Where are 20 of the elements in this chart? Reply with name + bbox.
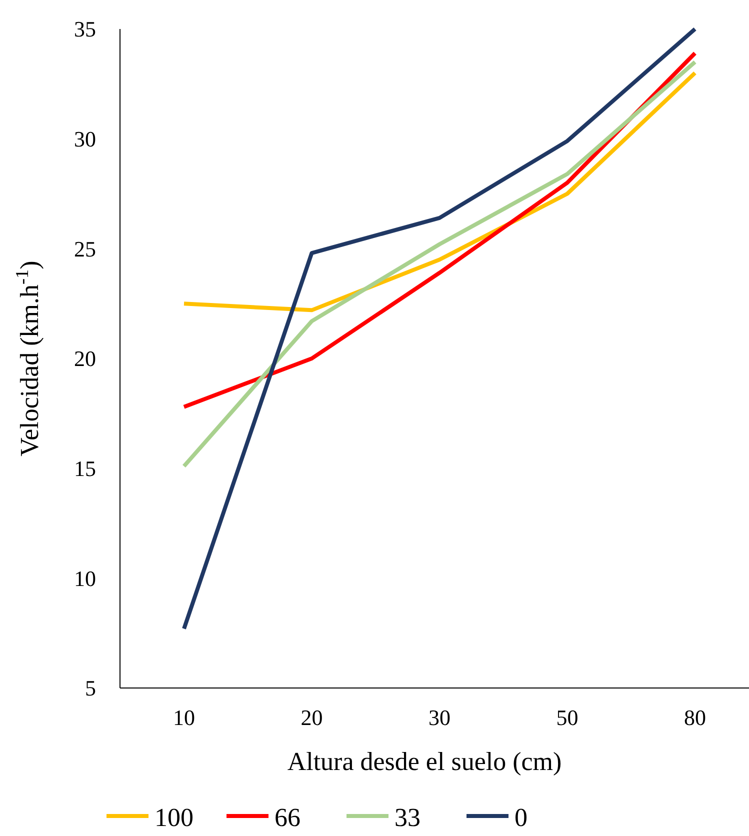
line-series: [182, 27, 697, 631]
x-tick-label: 10: [173, 705, 195, 730]
x-axis-title: Altura desde el suelo (cm): [287, 747, 562, 776]
line-series: [182, 60, 697, 468]
legend-label: 0: [514, 803, 528, 832]
y-tick-label: 10: [74, 566, 96, 591]
legend-label: 33: [394, 803, 420, 832]
x-tick-label: 50: [556, 705, 578, 730]
legend-label: 66: [274, 803, 300, 832]
y-tick-label: 5: [85, 676, 96, 701]
y-tick-label: 15: [74, 456, 96, 482]
legend-label: 100: [154, 803, 194, 832]
y-tick-label: 30: [74, 126, 96, 152]
line-series: [182, 70, 697, 312]
x-tick-label: 80: [684, 705, 706, 730]
y-tick-label: 20: [74, 346, 96, 372]
y-tick-label: 25: [74, 236, 96, 262]
x-tick-label: 20: [300, 705, 323, 730]
x-tick-label: 30: [428, 705, 450, 730]
y-tick-label: 35: [74, 16, 96, 42]
